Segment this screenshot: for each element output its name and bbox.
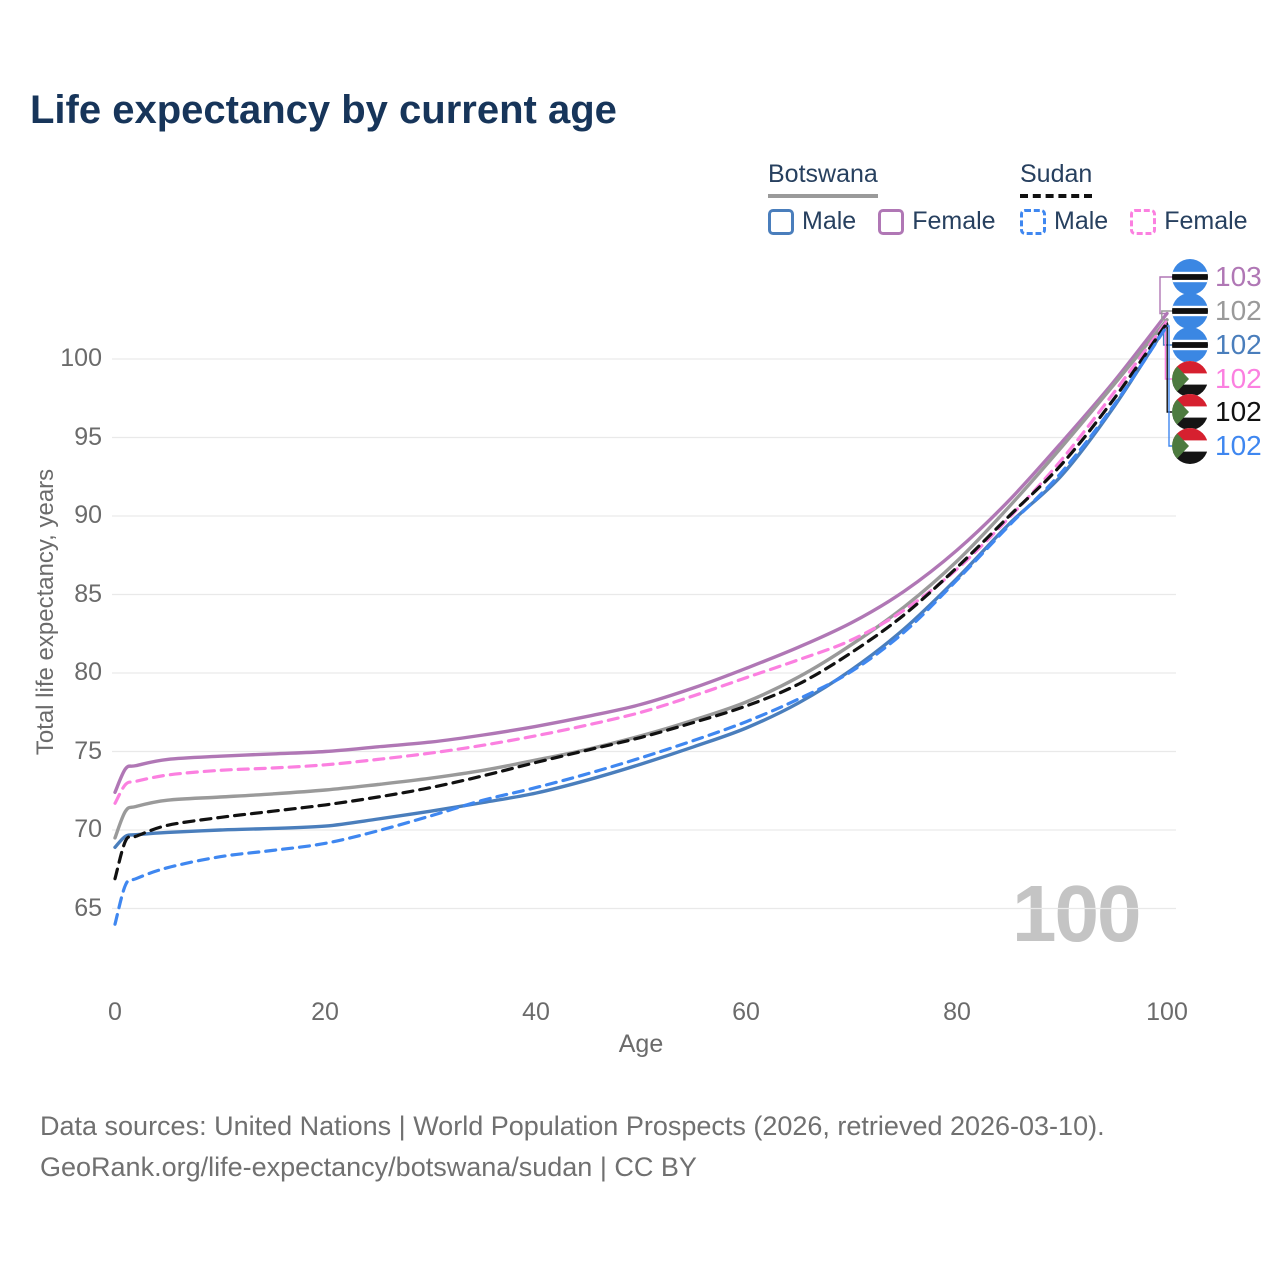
- end-label-value: 102: [1215, 363, 1262, 394]
- botswana-male-swatch-icon: [768, 208, 794, 235]
- age-watermark: 100: [1012, 869, 1141, 958]
- x-axis-title: Age: [618, 1030, 664, 1058]
- end-label-value: 103: [1215, 261, 1262, 292]
- sudan-female-swatch-icon: [1130, 208, 1157, 235]
- end-label-value: 102: [1215, 329, 1262, 360]
- end-label-botswana-total: 102: [1172, 293, 1262, 329]
- x-tick-label: 100: [1146, 998, 1188, 1026]
- legend-item-label: Male: [802, 207, 857, 235]
- data-sources-line2: GeoRank.org/life-expectancy/botswana/sud…: [40, 1152, 697, 1182]
- y-tick-label: 80: [74, 658, 102, 686]
- y-tick-label: 75: [74, 737, 102, 765]
- legend-group-botswana: Botswana Male Female: [768, 160, 996, 236]
- end-label-botswana-male: 102: [1172, 327, 1262, 363]
- legend-item-sudan-male[interactable]: Male: [1020, 207, 1108, 236]
- end-label-sudan-total: 102: [1172, 394, 1262, 430]
- y-tick-label: 90: [74, 501, 102, 529]
- data-sources-line1: Data sources: United Nations | World Pop…: [40, 1111, 1105, 1141]
- end-label-leader-line: [1167, 325, 1172, 447]
- legend-item-label: Female: [1164, 207, 1248, 235]
- sudan-male-swatch-icon: [1020, 208, 1046, 235]
- legend-item-label: Female: [912, 207, 996, 235]
- end-label-leader-line: [1159, 276, 1172, 315]
- x-tick-label: 20: [311, 998, 339, 1026]
- series-line-botswana-both-sexes: [113, 318, 1169, 840]
- end-label-sudan-male: 102: [1172, 428, 1262, 464]
- legend-item-sudan-female[interactable]: Female: [1130, 207, 1248, 236]
- x-tick-label: 80: [943, 998, 971, 1026]
- series-line-sudan-male: [113, 324, 1169, 926]
- botswana-female-swatch-icon: [878, 208, 905, 235]
- sudan-flag-icon: [1172, 428, 1208, 464]
- end-label-value: 102: [1215, 396, 1262, 427]
- y-tick-label: 95: [74, 423, 102, 451]
- legend-sudan-label[interactable]: Sudan: [1020, 160, 1093, 198]
- botswana-flag-icon: [1172, 259, 1208, 295]
- x-tick-label: 60: [732, 998, 760, 1026]
- botswana-flag-icon: [1172, 293, 1208, 329]
- botswana-flag-icon: [1172, 327, 1208, 363]
- end-label-leader-line: [1161, 310, 1172, 321]
- y-tick-label: 85: [74, 580, 102, 608]
- series-line-sudan-female: [113, 319, 1169, 805]
- end-label-sudan-female: 102: [1172, 361, 1262, 397]
- page-title: Life expectancy by current age: [30, 88, 617, 132]
- data-sources-note: Data sources: United Nations | World Pop…: [40, 1106, 1105, 1188]
- legend-botswana-label[interactable]: Botswana: [768, 160, 878, 198]
- legend-item-botswana-female[interactable]: Female: [878, 207, 996, 236]
- sudan-flag-icon: [1172, 394, 1208, 430]
- series-line-botswana-female: [113, 311, 1169, 794]
- y-tick-label: 100: [60, 344, 102, 372]
- x-tick-label: 0: [108, 998, 122, 1026]
- y-tick-label: 70: [74, 815, 102, 843]
- end-label-botswana-female: 103: [1172, 259, 1262, 295]
- legend-item-botswana-male[interactable]: Male: [768, 207, 856, 236]
- x-tick-label: 40: [522, 998, 550, 1026]
- sudan-flag-icon: [1172, 361, 1208, 397]
- legend-botswana-items: Male Female: [768, 207, 996, 236]
- legend-group-sudan: Sudan Male Female: [1020, 160, 1248, 236]
- y-tick-label: 65: [74, 894, 102, 922]
- legend-item-label: Male: [1054, 207, 1109, 235]
- series-line-sudan-both-sexes: [113, 321, 1169, 881]
- legend-sudan-items: Male Female: [1020, 207, 1248, 236]
- end-label-value: 102: [1215, 430, 1262, 461]
- end-label-value: 102: [1215, 295, 1262, 326]
